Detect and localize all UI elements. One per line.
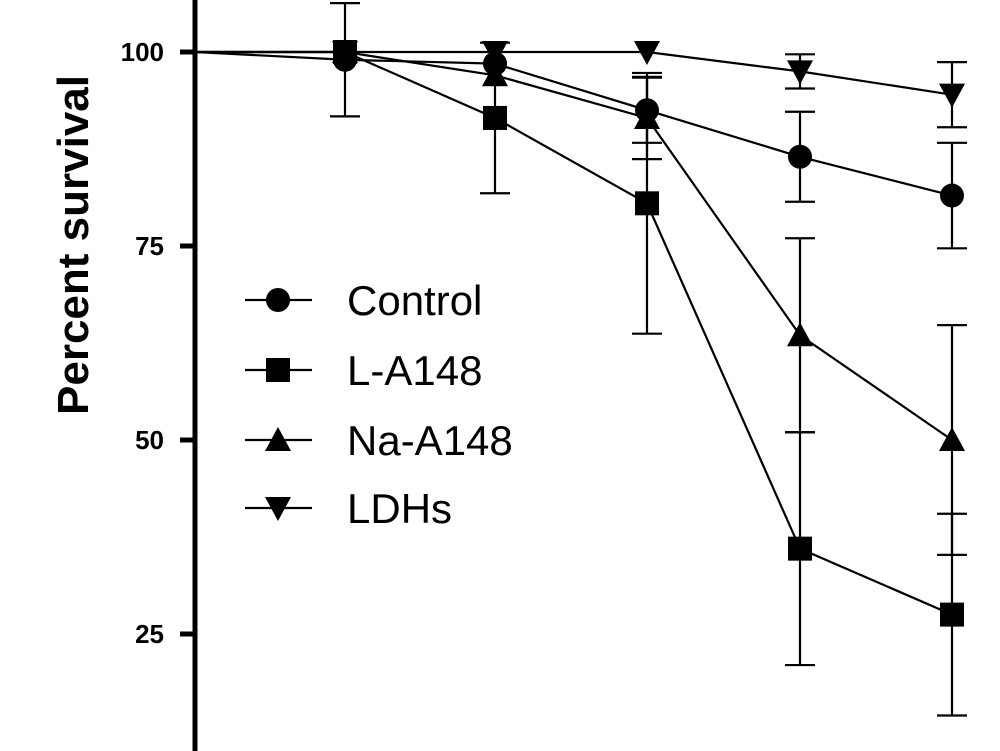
l-a148-point-3	[635, 191, 659, 216]
series-l-a148	[195, 40, 967, 717]
ldhs-point-5	[939, 83, 965, 108]
legend: Control L-A148 Na-A148 LDHs	[245, 277, 513, 532]
na-a148-point-4	[787, 322, 813, 347]
control-point-5	[940, 183, 964, 208]
legend-marker-l-a148	[266, 358, 290, 382]
legend-label-l-a148: L-A148	[347, 347, 482, 394]
legend-marker-na-a148	[265, 427, 291, 451]
y-ticks: 25 50 75 100	[121, 37, 195, 649]
control-line	[194, 50, 953, 197]
series-control	[194, 2, 967, 250]
l-a148-point-2	[483, 105, 507, 130]
series-ldhs	[195, 41, 967, 129]
legend-marker-control	[266, 288, 290, 312]
ldhs-line	[195, 50, 953, 96]
legend-item-na-a148: Na-A148	[245, 417, 513, 464]
legend-item-l-a148: L-A148	[245, 347, 482, 394]
legend-item-ldhs: LDHs	[245, 485, 452, 532]
ldhs-point-2	[482, 41, 508, 65]
y-tick-label-100: 100	[121, 37, 164, 67]
ldhs-point-1	[332, 41, 358, 65]
legend-label-na-a148: Na-A148	[347, 417, 513, 464]
y-tick-label-75: 75	[135, 231, 164, 261]
y-axis-label: Percent survival	[49, 75, 98, 415]
y-axis-title: Percent survival	[49, 75, 98, 415]
legend-item-control: Control	[245, 277, 482, 324]
legend-label-control: Control	[347, 277, 482, 324]
y-tick-label-25: 25	[135, 619, 164, 649]
ldhs-point-4	[787, 60, 813, 85]
na-a148-point-5	[939, 427, 965, 451]
y-tick-label-50: 50	[135, 425, 164, 455]
ldhs-point-3	[634, 41, 660, 65]
na-a148-point-3	[634, 104, 660, 129]
l-a148-point-5	[940, 602, 964, 627]
l-a148-point-4	[788, 536, 812, 561]
na-a148-line	[195, 50, 953, 441]
control-point-4	[788, 144, 812, 169]
legend-marker-ldhs	[265, 497, 291, 521]
series	[194, 2, 967, 717]
na-a148-point-2	[482, 62, 508, 87]
series-na-a148	[195, 39, 967, 556]
legend-label-ldhs: LDHs	[347, 485, 452, 532]
l-a148-line	[195, 50, 953, 616]
